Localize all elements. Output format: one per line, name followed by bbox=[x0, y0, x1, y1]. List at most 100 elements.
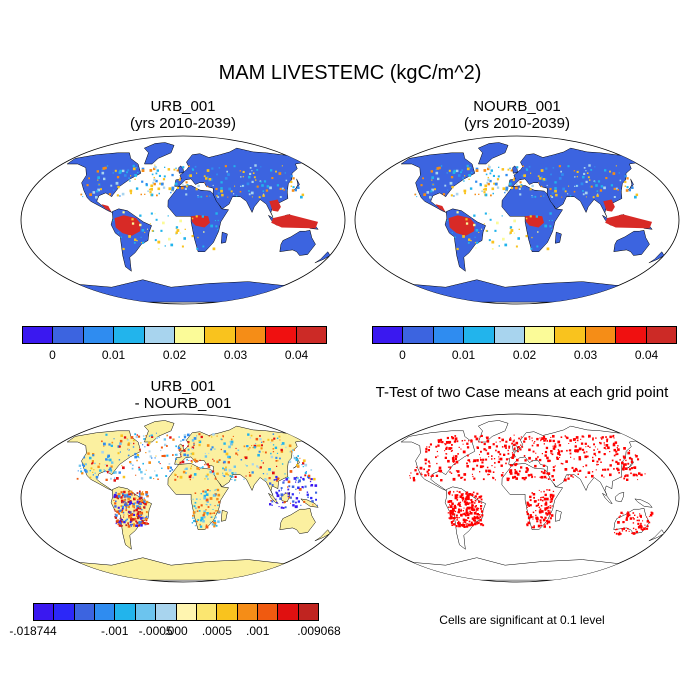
ttest-map-significant-cell bbox=[572, 476, 574, 478]
urb-map-land-cell bbox=[128, 177, 131, 180]
nourb-map-land-cell bbox=[461, 169, 464, 172]
ttest-map-significant-cell bbox=[449, 515, 453, 519]
nourb-map-land-cell bbox=[582, 175, 585, 179]
urb-colorbar-swatch bbox=[296, 327, 327, 343]
ttest-map-significant-cell bbox=[457, 497, 459, 499]
ttest-map-significant-cell bbox=[426, 446, 428, 448]
ttest-map-significant-cell bbox=[540, 510, 543, 513]
ttest-map-significant-cell bbox=[550, 497, 554, 501]
diff-map-land-cell bbox=[217, 520, 220, 523]
nourb-map-land-cell bbox=[456, 211, 459, 214]
diff-map-land-cell bbox=[141, 491, 144, 493]
diff-colorbar-swatch bbox=[257, 604, 279, 620]
ttest-map-significant-cell bbox=[574, 445, 577, 448]
ttest-map-significant-cell bbox=[536, 517, 539, 520]
diff-map-land-cell bbox=[258, 444, 261, 447]
ttest-map-significant-cell bbox=[480, 505, 483, 508]
urb-map-land-cell bbox=[156, 169, 159, 172]
ttest-map-significant-cell bbox=[628, 457, 632, 460]
diff-map-land-cell bbox=[268, 468, 271, 471]
nourb-map-land-cell bbox=[567, 193, 569, 195]
nourb-map-land-cell bbox=[597, 193, 599, 195]
ttest-map-significant-cell bbox=[557, 440, 561, 444]
urb-map-land-cell bbox=[220, 189, 223, 193]
urb-map-land-cell bbox=[97, 188, 100, 192]
diff-map-land-cell bbox=[209, 497, 213, 500]
diff-map-land-cell bbox=[203, 512, 206, 515]
nourb-map-land-greenland bbox=[477, 142, 509, 165]
diff-map-land-cell bbox=[138, 495, 141, 498]
ttest-map-significant-cell bbox=[632, 532, 636, 535]
diff-map-land-cell bbox=[148, 435, 151, 437]
ttest-map-significant-cell bbox=[515, 463, 518, 465]
diff-map-land-cell bbox=[261, 460, 263, 462]
diff-map-land-cell bbox=[201, 518, 204, 520]
ttest-map-significant-cell bbox=[447, 512, 449, 514]
ttest-map-significant-cell bbox=[619, 533, 622, 535]
ttest-map-significant-cell bbox=[646, 516, 648, 518]
ttest-map-significant-cell bbox=[451, 449, 453, 452]
diff-title-line1: URB_001 bbox=[150, 378, 216, 395]
diff-map-land-cell bbox=[175, 445, 177, 448]
diff-map-land-cell bbox=[197, 506, 200, 509]
diff-map-land-cell bbox=[110, 469, 113, 472]
ttest-map-significant-cell bbox=[473, 459, 476, 463]
nourb-map-land-cell bbox=[463, 180, 465, 182]
ttest-map-significant-cell bbox=[562, 463, 564, 465]
diff-map-land-cell bbox=[206, 444, 210, 447]
diff-map-land-cell bbox=[287, 492, 290, 495]
ttest-map-significant-cell bbox=[587, 445, 589, 447]
ttest-map-significant-cell bbox=[637, 522, 640, 525]
diff-map-land-cell bbox=[275, 475, 278, 479]
diff-map-land-cell bbox=[110, 477, 112, 480]
diff-map-land-cell bbox=[92, 454, 95, 457]
ttest-map-significant-cell bbox=[416, 472, 419, 476]
ttest-map-significant-cell bbox=[540, 470, 543, 473]
diff-map-land-cell bbox=[103, 469, 105, 471]
ttest-map-significant-cell bbox=[428, 446, 431, 448]
ttest-map-significant-cell bbox=[543, 437, 545, 440]
ttest-map-significant-cell bbox=[550, 452, 552, 454]
ttest-map-significant-cell bbox=[592, 437, 594, 439]
urb-map-land-cell bbox=[216, 195, 218, 197]
diff-map-land-cell bbox=[121, 465, 123, 467]
diff-map-land-cell bbox=[136, 492, 139, 494]
diff-map-land-cell bbox=[145, 519, 148, 522]
urb-map-land-cell bbox=[261, 184, 264, 187]
nourb-map-land-cell bbox=[635, 193, 639, 197]
diff-map-land-cell bbox=[116, 519, 119, 522]
ttest-map-significant-cell bbox=[507, 458, 509, 460]
urb-map-land-cell bbox=[118, 171, 122, 174]
diff-map-land-cell bbox=[215, 524, 218, 527]
ttest-map-significant-cell bbox=[622, 521, 625, 524]
diff-map-land-cell bbox=[136, 500, 139, 503]
diff-map-land-cell bbox=[295, 488, 297, 490]
nourb-map-land-cell bbox=[429, 196, 432, 199]
ttest-map-significant-cell bbox=[537, 503, 540, 505]
urb-map-land-cell bbox=[101, 168, 104, 171]
ttest-map-significant-cell bbox=[438, 466, 442, 470]
ttest-map-significant-cell bbox=[462, 443, 464, 445]
ttest-map-significant-cell bbox=[544, 523, 546, 526]
ttest-map-significant-cell bbox=[591, 474, 594, 478]
nourb-map-land-cell bbox=[494, 229, 497, 232]
urb-map-land-greenland bbox=[143, 142, 175, 165]
urb-map-land-cell bbox=[224, 177, 228, 180]
diff-map-land-cell bbox=[195, 498, 198, 500]
nourb-map-land-cell bbox=[501, 168, 505, 171]
ttest-map-significant-cell bbox=[626, 478, 629, 481]
ttest-map-significant-cell bbox=[513, 448, 516, 450]
diff-map-land-cell bbox=[193, 473, 197, 476]
ttest-map-significant-cell bbox=[548, 459, 551, 462]
ttest-map-significant-cell bbox=[544, 502, 548, 506]
ttest-map-significant-cell bbox=[466, 513, 470, 517]
ttest-map-significant-cell bbox=[448, 447, 452, 450]
ttest-map-significant-cell bbox=[449, 504, 451, 506]
urb-colorbar-swatch bbox=[83, 327, 115, 343]
diff-map-land-cell bbox=[296, 476, 298, 478]
ttest-map-significant-cell bbox=[585, 464, 588, 467]
ttest-map-significant-cell bbox=[435, 474, 439, 477]
urb-map-land-cell bbox=[96, 190, 99, 193]
nourb-map-land-cell bbox=[467, 241, 470, 244]
ttest-map-significant-cell bbox=[552, 439, 555, 443]
